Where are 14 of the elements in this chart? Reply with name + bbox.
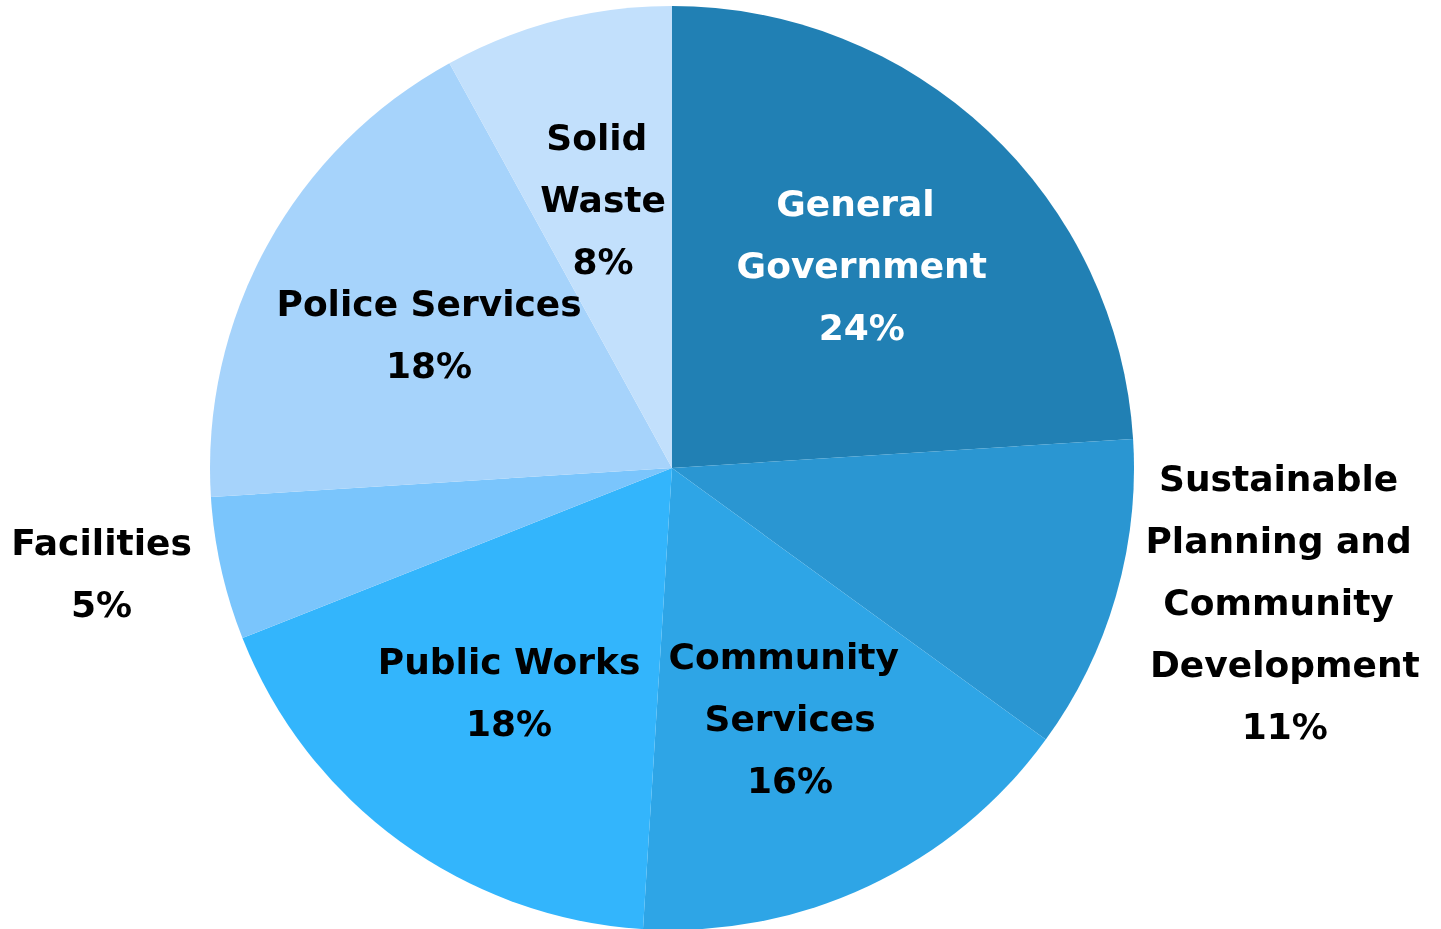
data-label: 8% bbox=[572, 241, 634, 283]
slice-label: Community Services bbox=[668, 636, 912, 740]
data-label: 18% bbox=[386, 344, 473, 386]
slice-label: Facilities bbox=[11, 521, 192, 563]
slice-label: Public Works bbox=[377, 640, 641, 682]
data-label: 18% bbox=[465, 702, 553, 744]
slice-label: Solid Waste bbox=[540, 117, 666, 221]
slice-label: Sustainable Planning and Community Development bbox=[1145, 457, 1425, 685]
slice-label: Police Services bbox=[276, 282, 582, 324]
slice-label: General Government bbox=[736, 183, 987, 287]
data-label: 24% bbox=[818, 307, 905, 349]
data-label: 11% bbox=[1241, 705, 1328, 747]
data-label: 5% bbox=[71, 583, 133, 625]
data-label: 16% bbox=[746, 760, 834, 802]
